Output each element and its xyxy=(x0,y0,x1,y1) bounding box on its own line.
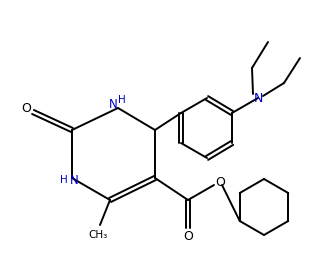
Text: O: O xyxy=(21,103,31,116)
Text: H: H xyxy=(60,175,68,185)
Text: O: O xyxy=(183,230,193,244)
Text: N: N xyxy=(253,92,263,104)
Text: N: N xyxy=(109,97,118,111)
Text: N: N xyxy=(70,174,78,187)
Text: CH₃: CH₃ xyxy=(88,230,108,240)
Text: H: H xyxy=(118,95,126,105)
Text: O: O xyxy=(215,176,225,190)
